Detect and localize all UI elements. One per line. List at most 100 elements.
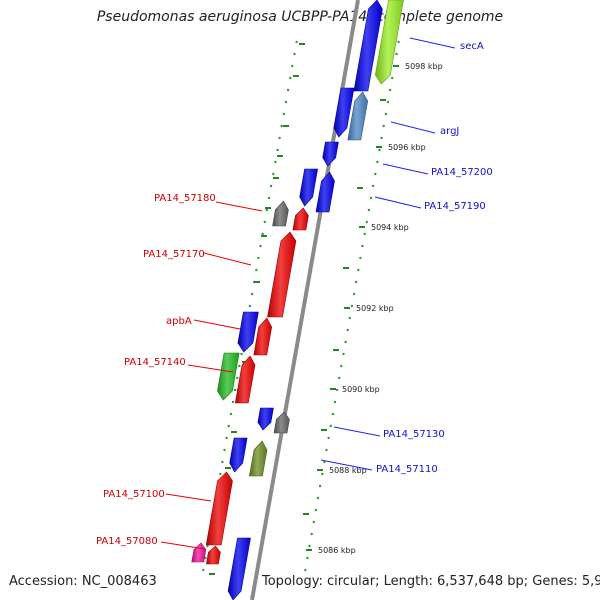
gene-label[interactable]: PA14_57200 — [431, 167, 493, 178]
gene-label[interactable]: PA14_57130 — [383, 429, 445, 440]
kbp-tick-label: 5096 kbp — [388, 143, 426, 152]
guide-dot — [344, 340, 347, 344]
gene-label[interactable]: argJ — [440, 126, 459, 137]
guide-dot — [286, 88, 290, 92]
guide-dot — [361, 244, 364, 248]
guide-dot — [236, 376, 239, 380]
gene-arrow — [347, 91, 369, 141]
gene-label[interactable]: apbA — [166, 316, 192, 327]
gene-label[interactable]: secA — [460, 41, 484, 52]
guide-dot — [206, 544, 209, 548]
guide-dot — [365, 220, 368, 224]
guide-dot — [291, 64, 294, 68]
guide-dot — [382, 124, 385, 128]
guide-dot — [280, 124, 283, 128]
gene-label[interactable]: PA14_57180 — [154, 193, 216, 204]
gene-arrow — [322, 141, 339, 167]
guide-dot — [272, 172, 275, 176]
gene-label[interactable]: PA14_57080 — [96, 536, 158, 547]
guide-dot — [318, 484, 322, 488]
guide-dot — [359, 256, 362, 260]
guide-dot — [263, 220, 266, 224]
guide-dot — [329, 424, 332, 428]
gene-arrow — [217, 352, 240, 401]
guide-dot — [282, 112, 286, 116]
guide-dot — [352, 292, 356, 296]
gene-arrow — [273, 411, 290, 434]
kbp-tick-label: 5094 kbp — [371, 223, 409, 232]
gene-label[interactable]: PA14_57110 — [376, 464, 438, 475]
guide-dot — [233, 388, 237, 392]
guide-dot — [310, 532, 313, 536]
gene-label[interactable]: PA14_57170 — [143, 249, 205, 260]
label-leader-line — [333, 426, 381, 437]
gene-arrow — [205, 471, 233, 546]
kbp-tick-label: 5092 kbp — [356, 304, 394, 313]
guide-dot — [202, 568, 205, 572]
gene-label[interactable]: PA14_57140 — [124, 357, 186, 368]
guide-dot — [335, 388, 339, 392]
guide-dot — [323, 460, 326, 464]
guide-dot — [265, 208, 269, 212]
guide-dot — [316, 496, 320, 500]
gene-arrow — [253, 317, 273, 356]
guide-dot — [223, 448, 226, 452]
kbp-tick-label: 5090 kbp — [342, 385, 380, 394]
gene-arrow — [229, 437, 248, 473]
gene-arrow — [267, 231, 297, 318]
guide-dot — [367, 208, 371, 212]
guide-dot — [267, 196, 271, 200]
label-leader-line — [382, 163, 429, 175]
guide-dot — [248, 304, 252, 308]
guide-dot — [380, 136, 383, 140]
guide-dot — [386, 100, 390, 104]
label-leader-line — [160, 541, 206, 550]
guide-dot — [374, 172, 377, 176]
gene-arrow — [374, 0, 404, 85]
guide-dot — [325, 448, 328, 452]
guide-dot — [357, 268, 360, 272]
map-title: Pseudomonas aeruginosa UCBPP-PA14, compl… — [96, 9, 504, 25]
gene-arrow — [249, 440, 268, 477]
gene-label[interactable]: PA14_57190 — [424, 201, 486, 212]
guide-dot — [289, 76, 292, 80]
label-leader-line — [203, 252, 252, 266]
guide-dot — [227, 424, 230, 428]
guide-dot — [338, 376, 341, 380]
guide-dot — [314, 508, 318, 512]
guide-dot — [240, 352, 243, 356]
guide-dot — [321, 472, 324, 476]
guide-dot — [327, 436, 330, 440]
guide-dot — [395, 52, 398, 56]
gene-arrow — [292, 207, 309, 231]
guide-dot — [340, 364, 343, 368]
gene-arrow — [333, 87, 355, 138]
guide-dot — [331, 412, 335, 416]
guide-dot — [306, 556, 309, 560]
gene-arrow — [234, 355, 256, 404]
label-leader-line — [320, 459, 373, 471]
guide-dot — [388, 88, 392, 92]
gene-arrow — [227, 537, 251, 600]
gene-features — [191, 0, 404, 600]
gene-arrow — [191, 542, 207, 563]
gene-arrow — [315, 171, 335, 213]
kbp-tick-label: 5098 kbp — [405, 62, 443, 71]
guide-dot — [342, 352, 345, 356]
label-leader-line — [165, 493, 212, 502]
guide-dot — [221, 460, 224, 464]
gene-labels: secA argJ PA14_57200 PA14_57190 PA14_57180 PA… — [96, 41, 493, 547]
guide-dot — [295, 40, 298, 44]
guide-dot — [304, 568, 307, 572]
label-leader-line — [187, 364, 234, 373]
label-leader-line — [374, 196, 422, 209]
guide-dot — [363, 232, 366, 236]
guide-dot — [378, 148, 381, 152]
kbp-tick-label: 5086 kbp — [318, 546, 356, 555]
guide-dot — [269, 184, 273, 188]
kbp-ticks: 5098 kbp 5096 kbp 5094 kbp 5092 kbp 5090 kbp… — [209, 27, 443, 575]
guide-dot — [257, 256, 260, 260]
accession-text: Accession: NC_008463 — [9, 574, 157, 589]
gene-label[interactable]: PA14_57100 — [103, 489, 165, 500]
guide-dot — [397, 40, 400, 44]
